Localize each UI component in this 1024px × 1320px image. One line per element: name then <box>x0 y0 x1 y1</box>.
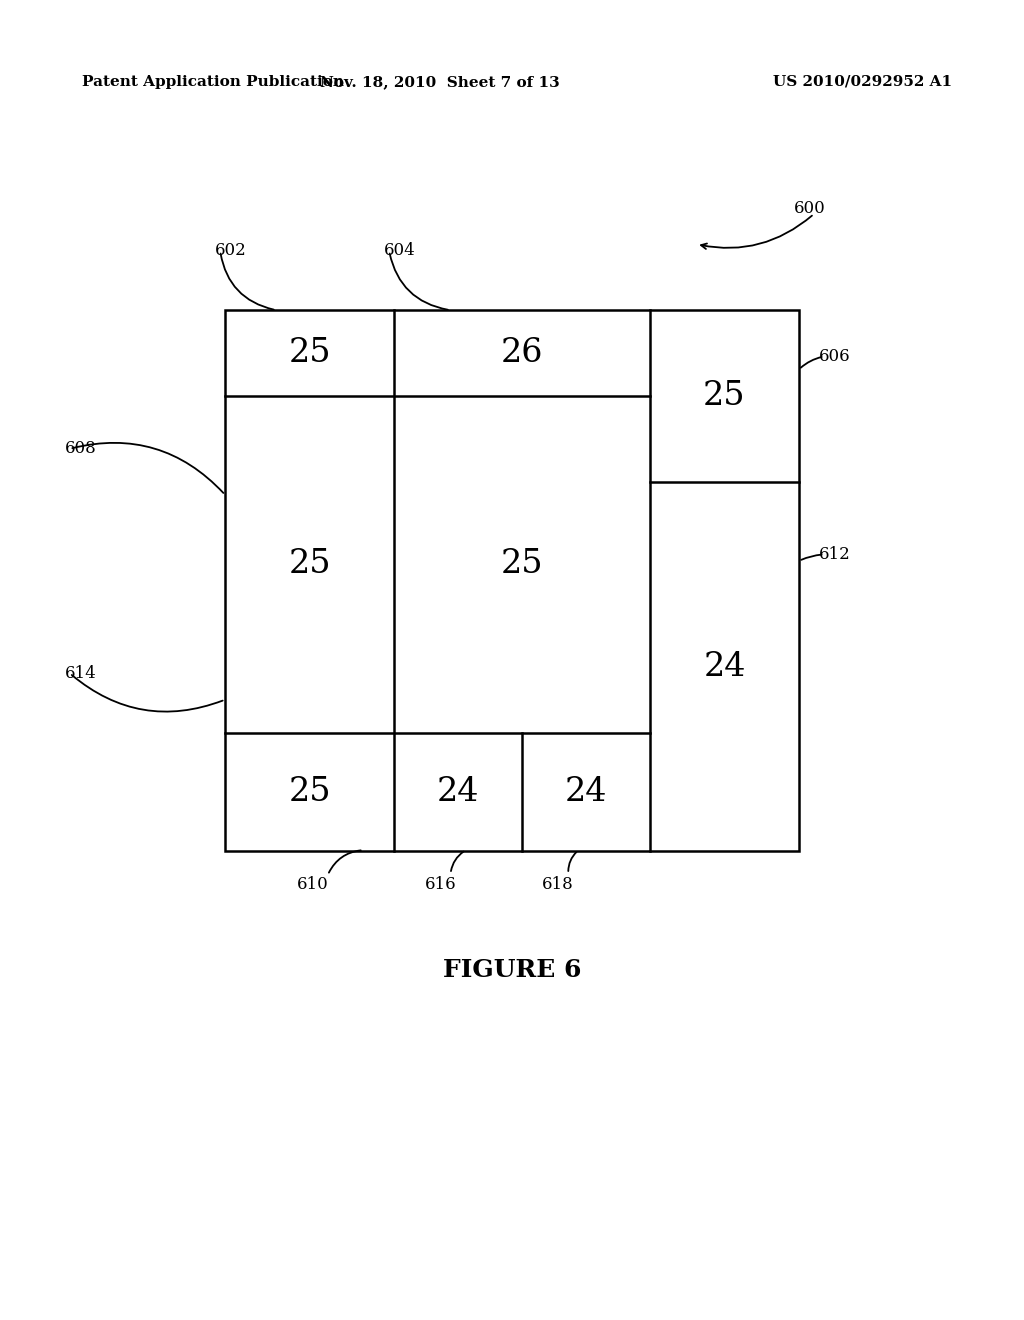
Text: FIGURE 6: FIGURE 6 <box>442 958 582 982</box>
Text: 24: 24 <box>437 776 479 808</box>
Text: 604: 604 <box>384 243 416 259</box>
Text: 608: 608 <box>65 441 96 457</box>
Text: 614: 614 <box>65 665 96 681</box>
Text: 25: 25 <box>289 337 331 370</box>
Text: 602: 602 <box>215 243 247 259</box>
Text: Nov. 18, 2010  Sheet 7 of 13: Nov. 18, 2010 Sheet 7 of 13 <box>321 75 560 88</box>
Text: 25: 25 <box>703 380 745 412</box>
Text: 26: 26 <box>501 337 544 370</box>
Text: 618: 618 <box>542 876 574 892</box>
Text: US 2010/0292952 A1: US 2010/0292952 A1 <box>773 75 952 88</box>
Text: 606: 606 <box>819 348 851 364</box>
Text: 24: 24 <box>703 651 745 682</box>
Text: Patent Application Publication: Patent Application Publication <box>82 75 344 88</box>
Text: 610: 610 <box>296 876 329 892</box>
Text: 24: 24 <box>565 776 607 808</box>
Text: 616: 616 <box>425 876 456 892</box>
Text: 600: 600 <box>794 201 825 216</box>
Bar <box>225 310 799 851</box>
Text: 25: 25 <box>289 548 331 581</box>
Text: 25: 25 <box>501 548 544 581</box>
Text: 25: 25 <box>289 776 331 808</box>
Text: 612: 612 <box>819 546 851 562</box>
